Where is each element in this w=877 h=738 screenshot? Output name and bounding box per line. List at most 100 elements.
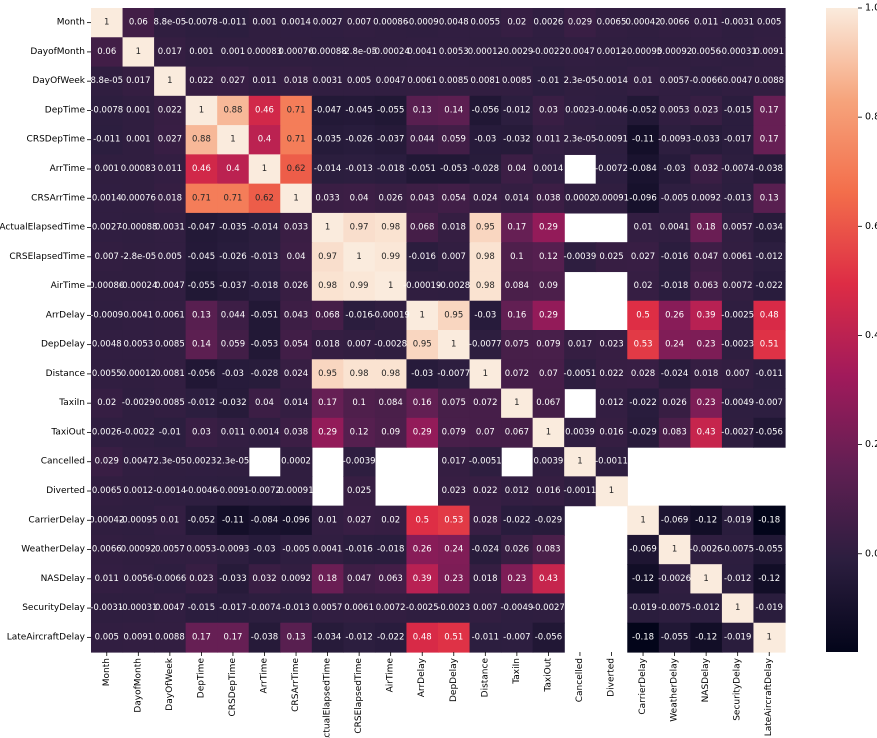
heatmap-cell xyxy=(627,359,660,390)
cell-value-label: 0.00083 xyxy=(247,47,282,57)
cell-value-label: -0.011 xyxy=(219,18,246,28)
heatmap-cell xyxy=(690,622,723,653)
heatmap-cell xyxy=(690,388,723,419)
cell-value-label: -0.0072 xyxy=(595,164,628,174)
heatmap-cell xyxy=(564,95,597,126)
cell-value-label: 0.023 xyxy=(189,574,213,584)
heatmap-cell xyxy=(406,505,439,536)
heatmap-cell xyxy=(438,37,471,68)
cell-value-label: -0.069 xyxy=(661,515,688,525)
heatmap-cell xyxy=(690,95,723,126)
cell-value-label: -0.0046 xyxy=(595,105,628,115)
heatmap-cell xyxy=(217,447,250,477)
heatmap-cell xyxy=(690,242,723,273)
cell-value-label: -0.012 xyxy=(756,252,783,262)
heatmap-cell xyxy=(248,66,281,97)
cell-value-label: -0.084 xyxy=(251,515,278,525)
cell-value-label: 0.5 xyxy=(636,310,650,320)
heatmap-cell xyxy=(374,505,408,536)
cell-value-label: -0.0049 xyxy=(721,398,754,408)
column-tick-labels: Month DayofMonth DayOfWeek DepTime CRSDepTim… xyxy=(102,652,774,738)
cell-value-label: 0.0047 xyxy=(155,603,185,613)
heatmap-cell xyxy=(564,330,597,360)
column-tick-label: Distance xyxy=(480,658,490,698)
cell-value-label: -0.0029 xyxy=(500,47,533,57)
cell-value-label: 0.0014 xyxy=(92,193,122,203)
cell-value-label: 0.063 xyxy=(379,574,403,584)
cell-value-label: 0.018 xyxy=(315,340,339,350)
cell-value-label: 0.00042 xyxy=(625,18,660,28)
cell-value-label: 0.0047 xyxy=(155,281,185,291)
heatmap-cell xyxy=(122,447,155,477)
cell-value-label: 0.007 xyxy=(95,252,119,262)
heatmap-cell xyxy=(690,417,723,448)
heatmap-cell xyxy=(501,476,534,507)
heatmap-cell xyxy=(311,95,344,126)
heatmap-cell xyxy=(564,125,597,155)
column-tick-label: DepDelay xyxy=(449,657,459,702)
cell-value-label: 0.16 xyxy=(507,310,526,320)
heatmap-cell xyxy=(343,212,376,243)
heatmap-cell xyxy=(280,212,313,243)
cell-value-label: -0.038 xyxy=(251,632,278,642)
cell-value-label: -0.0029 xyxy=(122,398,155,408)
heatmap-cell xyxy=(595,183,628,214)
cell-value-label: -0.0072 xyxy=(248,486,281,496)
cell-value-label: -0.0078 xyxy=(90,105,123,115)
cell-value-label: 0.024 xyxy=(284,369,308,379)
column-tick-label: DepTime xyxy=(196,658,206,699)
heatmap-cell xyxy=(501,242,534,273)
heatmap-cell xyxy=(658,125,691,155)
heatmap-cell xyxy=(627,593,660,624)
cell-value-label: 1 xyxy=(609,486,614,496)
cell-value-label: 0.001 xyxy=(221,47,245,57)
heatmap-cell xyxy=(595,476,628,507)
heatmap-cell xyxy=(311,154,344,185)
heatmap-cell xyxy=(280,300,313,331)
heatmap-cell xyxy=(438,154,471,185)
cell-value-label: 0.14 xyxy=(444,105,463,115)
heatmap-cell xyxy=(154,300,187,331)
cell-value-label: 0.00092 xyxy=(121,545,156,555)
cell-value-label: 0.005 xyxy=(95,632,119,642)
heatmap-cell xyxy=(185,154,218,185)
cell-value-label: 0.97 xyxy=(318,252,337,262)
cell-value-label: -0.005 xyxy=(282,545,309,555)
cell-value-label: 0.00091 xyxy=(594,193,629,203)
heatmap-cell xyxy=(438,271,471,302)
heatmap-cell xyxy=(311,66,344,97)
heatmap-cell xyxy=(690,330,723,360)
heatmap-cell xyxy=(658,66,691,97)
cell-value-label: -0.019 xyxy=(629,603,656,613)
cell-value-label: 1 xyxy=(325,223,330,233)
cell-value-label: 0.17 xyxy=(507,223,526,233)
cell-value-label: 0.047 xyxy=(347,574,371,584)
cell-value-label: 0.0039 xyxy=(534,457,564,467)
cell-value-label: 1 xyxy=(136,47,141,57)
heatmap-cell xyxy=(438,564,471,595)
cell-value-label: 0.48 xyxy=(413,632,432,642)
heatmap-cell xyxy=(501,8,534,38)
heatmap-cell xyxy=(532,8,565,38)
heatmap-cell xyxy=(721,388,755,419)
heatmap-cell xyxy=(469,271,502,302)
cell-value-label: -0.0022 xyxy=(532,47,565,57)
cell-value-label: 0.024 xyxy=(473,193,497,203)
heatmap-cell xyxy=(690,183,723,214)
heatmap-cell xyxy=(532,154,565,185)
cell-value-label: 0.043 xyxy=(284,310,308,320)
heatmap-cell xyxy=(627,388,660,419)
cell-value-label: -0.00024 xyxy=(119,281,157,291)
heatmap-cell xyxy=(185,476,218,507)
cell-value-label: -0.12 xyxy=(695,632,717,642)
heatmap-cell xyxy=(690,505,723,536)
cell-value-label: 0.03 xyxy=(539,105,558,115)
heatmap-cell xyxy=(438,505,471,536)
colorbar-tick-label: 0.2 xyxy=(865,439,877,450)
cell-value-label: 0.001 xyxy=(126,105,150,115)
heatmap-cell-labels: 1 0.06 8.8e-05-0.0078 -0.011 0.001 0.0014 0.00… xyxy=(89,18,784,643)
heatmap-cell xyxy=(438,534,471,565)
cell-value-label: 0.71 xyxy=(192,193,211,203)
row-tick-label: DepTime xyxy=(45,105,86,115)
cell-value-label: -0.00088 xyxy=(119,223,157,233)
